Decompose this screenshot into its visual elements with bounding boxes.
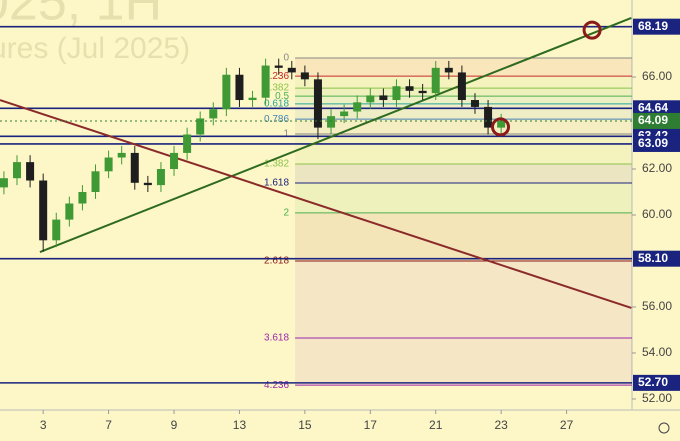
candle-body bbox=[340, 111, 349, 117]
candle-body bbox=[484, 106, 493, 128]
fib-band bbox=[295, 260, 632, 339]
fib-band bbox=[295, 119, 632, 135]
candle-body bbox=[470, 100, 479, 107]
y-tick-label: 52.00 bbox=[642, 391, 672, 405]
x-tick-label: 15 bbox=[298, 418, 312, 432]
fib-label: 0.236 bbox=[264, 71, 289, 82]
candle-body bbox=[196, 118, 205, 135]
last-price-label: 64.09 bbox=[638, 113, 668, 127]
candle-body bbox=[457, 72, 466, 101]
y-tick-label: 60.00 bbox=[642, 207, 672, 221]
fib-label: 0.382 bbox=[264, 83, 289, 94]
x-tick-label: 21 bbox=[429, 418, 443, 432]
y-tick-label: 56.00 bbox=[642, 299, 672, 313]
fib-band bbox=[295, 212, 632, 261]
candle-body bbox=[313, 79, 322, 128]
fib-label: 3.618 bbox=[264, 333, 289, 344]
candle-body bbox=[26, 162, 35, 181]
y-tick-label: 62.00 bbox=[642, 161, 672, 175]
candle-body bbox=[78, 192, 87, 204]
fib-label: 0.5 bbox=[275, 91, 289, 102]
fib-label: 0.618 bbox=[264, 99, 289, 110]
candle-body bbox=[274, 65, 283, 68]
level-label: 52.70 bbox=[638, 375, 668, 389]
candle-body bbox=[261, 65, 270, 98]
fib-label: 2.618 bbox=[264, 256, 289, 267]
last-price-tag bbox=[633, 112, 680, 129]
candle-body bbox=[65, 203, 74, 220]
candle-body bbox=[91, 171, 100, 193]
fib-label: 0 bbox=[284, 53, 290, 64]
candle-body bbox=[0, 178, 8, 188]
level-tag bbox=[633, 18, 680, 35]
level-label: 58.10 bbox=[638, 251, 668, 265]
y-tick-label: 66.00 bbox=[642, 69, 672, 83]
candle-body bbox=[13, 162, 22, 179]
candle-body bbox=[327, 116, 336, 128]
candle-body bbox=[287, 67, 296, 73]
candle-body bbox=[156, 169, 165, 186]
x-tick-label: 9 bbox=[171, 418, 178, 432]
candle-body bbox=[405, 86, 414, 91]
candle-body bbox=[209, 109, 218, 119]
marker bbox=[490, 117, 510, 137]
candle-body bbox=[379, 95, 388, 101]
level-tag bbox=[633, 100, 680, 117]
x-tick-label: 7 bbox=[105, 418, 112, 432]
fib-band bbox=[295, 338, 632, 386]
trend-line bbox=[0, 99, 632, 309]
candle-body bbox=[170, 152, 179, 170]
fib-label: 1 bbox=[284, 129, 290, 140]
fib-band bbox=[295, 57, 632, 77]
level-tag bbox=[633, 250, 680, 267]
candle-body bbox=[444, 67, 453, 73]
candle-body bbox=[300, 72, 309, 80]
fib-band bbox=[295, 96, 632, 104]
level-tag bbox=[633, 374, 680, 391]
level-label: 64.64 bbox=[638, 100, 668, 114]
settings-icon[interactable] bbox=[658, 422, 670, 434]
x-tick-label: 3 bbox=[40, 418, 47, 432]
level-tag bbox=[633, 135, 680, 152]
candle-body bbox=[366, 95, 375, 103]
candle-body bbox=[353, 102, 362, 112]
candle-body bbox=[235, 74, 244, 101]
level-label: 63.09 bbox=[638, 136, 668, 150]
watermark-subtitle: ures (Jul 2025) bbox=[0, 32, 190, 65]
candle-body bbox=[248, 97, 257, 101]
candle-body bbox=[130, 152, 139, 183]
marker bbox=[582, 20, 602, 40]
trend-line bbox=[39, 17, 632, 253]
candle-body bbox=[117, 152, 126, 158]
candle-body bbox=[222, 74, 231, 110]
y-tick-label: 54.00 bbox=[642, 345, 672, 359]
candle-body bbox=[392, 86, 401, 101]
x-tick-label: 17 bbox=[364, 418, 378, 432]
candle-body bbox=[143, 182, 152, 186]
fib-label: 2 bbox=[284, 208, 290, 219]
x-tick-label: 23 bbox=[494, 418, 508, 432]
fib-label: 1.382 bbox=[264, 159, 289, 170]
fib-band bbox=[295, 163, 632, 184]
x-tick-label: 27 bbox=[560, 418, 574, 432]
fib-band bbox=[295, 134, 632, 164]
candle-body bbox=[183, 134, 192, 153]
candle-body bbox=[104, 157, 113, 172]
candle-body bbox=[39, 180, 48, 241]
x-tick-label: 13 bbox=[233, 418, 247, 432]
candle-body bbox=[52, 219, 61, 241]
candle-body bbox=[497, 120, 506, 128]
fib-label: 0.786 bbox=[264, 114, 289, 125]
fib-band bbox=[295, 183, 632, 213]
fib-label: 1.618 bbox=[264, 178, 289, 189]
fib-label: 4.236 bbox=[264, 380, 289, 391]
candle-body bbox=[418, 90, 427, 94]
level-label: 68.19 bbox=[638, 19, 668, 33]
candle-body bbox=[431, 67, 440, 94]
